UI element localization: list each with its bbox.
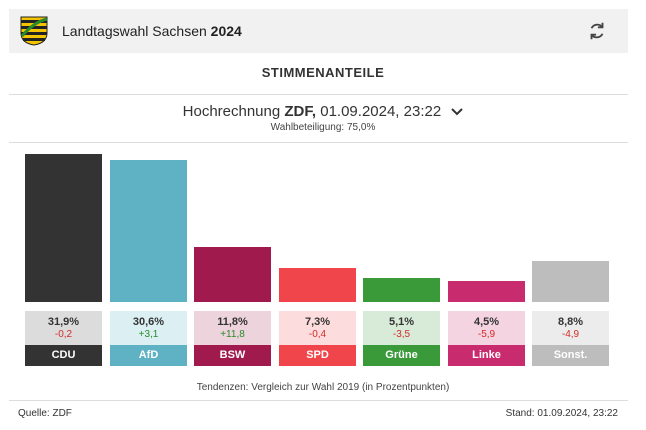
- turnout-text: Wahlbeteiligung: 75,0%: [270, 122, 376, 133]
- change-label: -3,5: [392, 329, 411, 340]
- app-title: Landtagswahl Sachsen 2024: [62, 23, 242, 39]
- value-box-spd: 7,3% -0,4: [279, 311, 356, 345]
- bar-spd: [279, 268, 356, 302]
- value-label: 31,9%: [47, 316, 80, 328]
- poll-source: ZDF,: [284, 103, 317, 120]
- value-box-afd: 30,6% +3,1: [110, 311, 187, 345]
- poll-dropdown[interactable]: Hochrechnung ZDF, 01.09.2024, 23:22: [0, 103, 646, 120]
- divider: [9, 400, 628, 401]
- value-label: 8,8%: [557, 316, 584, 328]
- category-label-linke: Linke: [448, 345, 525, 366]
- bar-bsw: [194, 247, 271, 302]
- value-label: 4,5%: [473, 316, 500, 328]
- category-label-grne: Grüne: [363, 345, 440, 366]
- value-box-bsw: 11,8% +11,8: [194, 311, 271, 345]
- value-label: 30,6%: [132, 316, 165, 328]
- poll-label: Hochrechnung: [182, 103, 281, 120]
- category-label-bsw: BSW: [194, 345, 271, 366]
- value-label: 11,8%: [217, 316, 248, 328]
- poll-datetime: 01.09.2024, 23:22: [320, 103, 442, 120]
- saxony-crest-icon: [20, 16, 48, 46]
- bar-linke: [448, 281, 525, 302]
- divider: [9, 142, 628, 143]
- change-label: -0,2: [54, 329, 73, 340]
- value-label: 5,1%: [388, 316, 415, 328]
- divider: [9, 94, 628, 95]
- change-label: +11,8: [220, 329, 245, 340]
- header-bar: Landtagswahl Sachsen 2024: [9, 9, 628, 53]
- refresh-icon[interactable]: [586, 20, 608, 42]
- bar-sonst: [532, 261, 609, 302]
- value-label: 7,3%: [304, 316, 331, 328]
- value-box-grne: 5,1% -3,5: [363, 311, 440, 345]
- change-label: -5,9: [477, 329, 496, 340]
- bar-grne: [363, 278, 440, 302]
- change-label: -0,4: [308, 329, 327, 340]
- category-label-spd: SPD: [279, 345, 356, 366]
- source-text: Quelle: ZDF: [18, 408, 72, 419]
- value-box-cdu: 31,9% -0,2: [25, 311, 102, 345]
- bar-cdu: [25, 154, 102, 302]
- bar-afd: [110, 160, 187, 302]
- stand-text: Stand: 01.09.2024, 23:22: [505, 408, 618, 419]
- category-label-cdu: CDU: [25, 345, 102, 366]
- category-label-sonst: Sonst.: [532, 345, 609, 366]
- value-box-linke: 4,5% -5,9: [448, 311, 525, 345]
- category-label-afd: AfD: [110, 345, 187, 366]
- section-title: STIMMENANTEILE: [261, 65, 385, 80]
- chevron-down-icon: [451, 108, 464, 116]
- trend-footnote: Tendenzen: Vergleich zur Wahl 2019 (in P…: [196, 382, 450, 393]
- change-label: -4,9: [561, 329, 580, 340]
- value-box-sonst: 8,8% -4,9: [532, 311, 609, 345]
- change-label: +3,1: [138, 329, 159, 340]
